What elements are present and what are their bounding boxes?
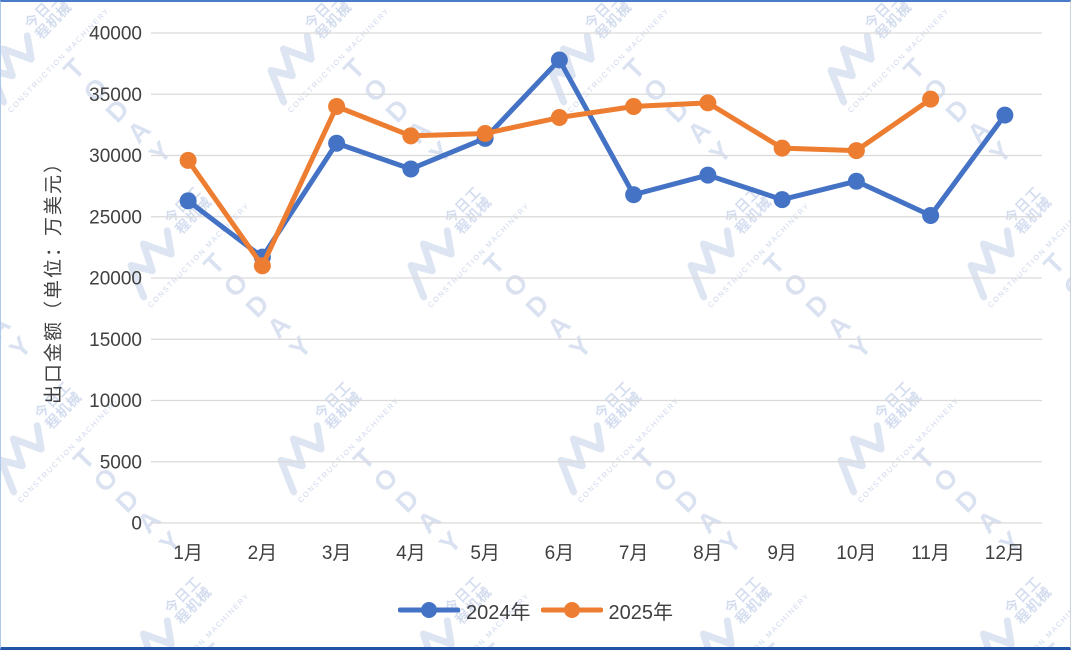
y-tick-label: 35000	[89, 85, 142, 106]
x-tick-label: 10月	[836, 543, 876, 564]
legend-item-2024: 2024年	[398, 596, 531, 625]
data-point-2024年-1月	[179, 192, 197, 210]
y-tick-label: 15000	[89, 330, 142, 351]
x-tick-label: 5月	[470, 543, 500, 564]
x-tick-label: 9月	[767, 543, 797, 564]
y-tick-label: 25000	[89, 207, 142, 228]
legend-marker-2024-icon	[398, 602, 460, 618]
y-tick-label: 0	[131, 514, 142, 535]
data-point-2025年-1月	[179, 151, 197, 169]
x-tick-label: 3月	[322, 543, 352, 564]
data-point-2024年-8月	[699, 166, 717, 184]
data-point-2024年-6月	[550, 51, 568, 69]
data-point-2025年-4月	[402, 127, 420, 145]
legend-item-2025: 2025年	[540, 596, 674, 625]
y-tick-label: 5000	[100, 452, 142, 473]
data-point-2024年-9月	[773, 191, 791, 209]
data-point-2025年-10月	[847, 142, 865, 160]
data-point-2025年-5月	[476, 124, 494, 142]
y-tick-label: 20000	[89, 269, 142, 290]
x-tick-label: 7月	[619, 543, 649, 564]
legend: 2024年 2025年	[1, 596, 1070, 625]
x-tick-label: 4月	[396, 543, 426, 564]
legend-marker-2025-icon	[540, 602, 603, 618]
legend-label-2024: 2024年	[466, 601, 531, 624]
data-point-2025年-9月	[773, 139, 791, 157]
data-point-2024年-7月	[625, 186, 643, 204]
data-point-2025年-8月	[699, 94, 717, 112]
data-point-2025年-7月	[625, 98, 643, 115]
data-point-2025年-6月	[550, 109, 568, 127]
data-point-2025年-11月	[922, 90, 940, 108]
series-line-2024年	[185, 57, 1008, 260]
data-point-2024年-10月	[847, 172, 865, 190]
x-tick-label: 6月	[545, 543, 575, 564]
legend-label-2025: 2025年	[608, 601, 674, 624]
data-point-2024年-12月	[996, 106, 1014, 124]
x-tick-label: 11月	[911, 543, 950, 564]
data-point-2025年-3月	[328, 98, 346, 115]
data-point-2024年-11月	[922, 207, 940, 225]
data-point-2024年-4月	[402, 160, 420, 178]
data-point-2024年-3月	[328, 134, 346, 152]
x-tick-label: 12月	[985, 543, 1025, 564]
y-tick-label: 10000	[89, 391, 142, 412]
x-tick-label: 2月	[248, 543, 278, 564]
data-point-2025年-2月	[253, 257, 271, 275]
y-tick-label: 40000	[89, 24, 142, 45]
y-tick-label: 30000	[89, 146, 142, 167]
x-tick-label: 1月	[173, 543, 203, 564]
x-tick-label: 8月	[693, 543, 723, 564]
